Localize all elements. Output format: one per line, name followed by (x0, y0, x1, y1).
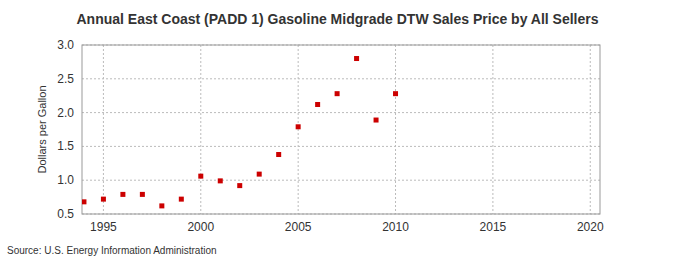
y-tick-label: 3.0 (57, 38, 74, 52)
point (393, 91, 398, 96)
y-tick-label: 2.5 (57, 72, 74, 86)
grid-line (82, 146, 600, 147)
point (101, 197, 106, 202)
point (179, 197, 184, 202)
points (82, 56, 398, 208)
grid-line (298, 45, 299, 214)
point (120, 192, 125, 197)
point (276, 152, 281, 157)
background (0, 0, 675, 275)
point (218, 178, 223, 183)
plot-frame (82, 45, 600, 214)
grid-line (82, 180, 600, 181)
y-tick-label: 0.5 (57, 207, 74, 221)
point (354, 56, 359, 61)
point (198, 174, 203, 179)
point (374, 118, 379, 123)
point (335, 91, 340, 96)
point (82, 199, 86, 204)
grid-line (103, 45, 104, 214)
x-tick-label: 2020 (577, 220, 604, 234)
grid-line (200, 45, 201, 214)
x-tick-label: 1995 (90, 220, 117, 234)
x-tick-label: 2010 (382, 220, 409, 234)
point (140, 192, 145, 197)
x-tick-label: 2015 (480, 220, 507, 234)
grid-line (492, 45, 493, 214)
source: Source: U.S. Energy Information Administ… (7, 245, 217, 256)
chart: Annual East Coast (PADD 1) Gasoline Midg… (0, 0, 675, 275)
point (296, 124, 301, 129)
grid-line (82, 112, 600, 113)
grid-line (395, 45, 396, 214)
point (237, 183, 242, 188)
point (257, 172, 262, 177)
y-tick-label: 1.0 (57, 173, 74, 187)
y-tick-label: 1.5 (57, 139, 74, 153)
x-tick-label: 2000 (187, 220, 214, 234)
y-axis-label: Dollars per Gallon (36, 85, 48, 173)
grid-line (82, 78, 600, 79)
grid-line (590, 45, 591, 214)
y-tick-label: 2.0 (57, 106, 74, 120)
title: Annual East Coast (PADD 1) Gasoline Midg… (76, 11, 598, 27)
x-tick-label: 2005 (285, 220, 312, 234)
point (159, 203, 164, 208)
point (315, 102, 320, 107)
